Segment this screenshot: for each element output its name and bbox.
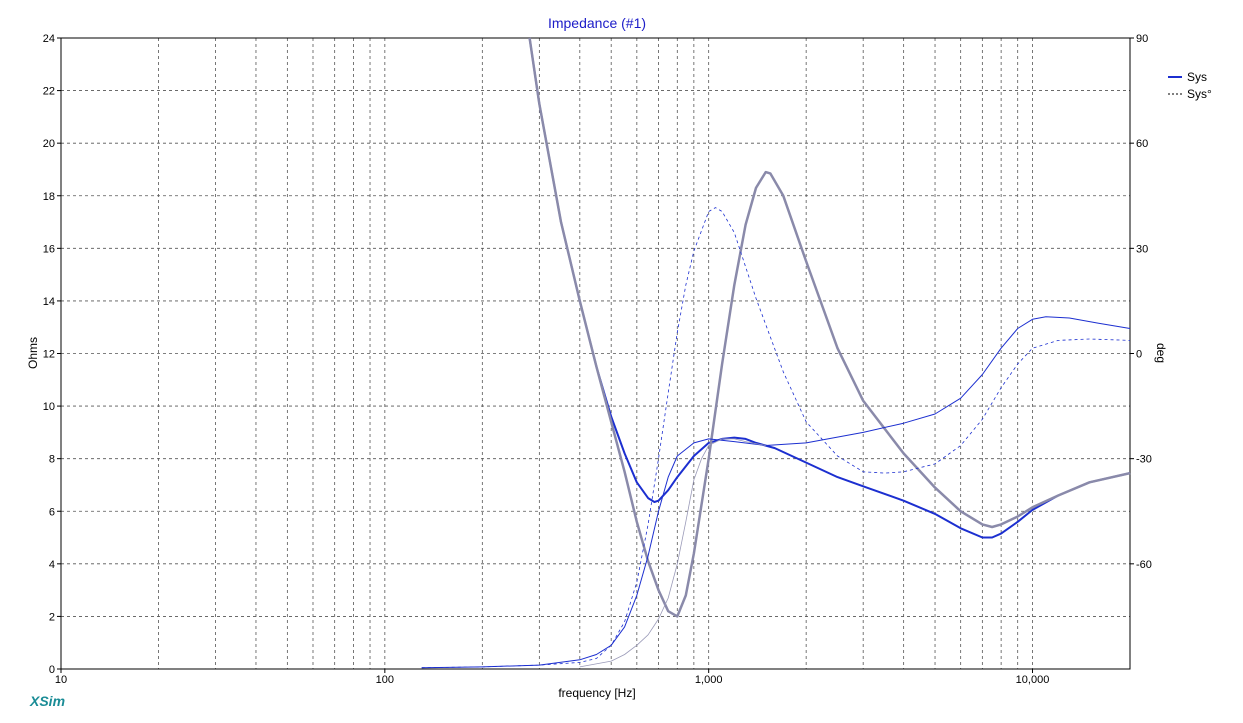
y-tick-label: 12: [43, 349, 55, 361]
legend-label: Sys: [1187, 70, 1207, 84]
y2-tick-label: 60: [1136, 138, 1148, 150]
series-line-1: [528, 37, 1131, 539]
y2-tick-label: 90: [1136, 33, 1148, 45]
series-line-2: [528, 37, 1131, 618]
y-tick-label: 6: [49, 506, 55, 518]
y2-tick-label: 30: [1136, 243, 1148, 255]
series-line-4: [421, 207, 1131, 669]
y-tick-label: 22: [43, 86, 55, 98]
y2-tick-label: 0: [1136, 349, 1142, 361]
x-axis-ticks: 10 100 1,000 10,000: [55, 669, 1049, 686]
legend: Sys Sys°: [1168, 70, 1212, 101]
grid-lines: [61, 38, 1130, 669]
chart-title: Impedance (#1): [548, 15, 646, 31]
y-tick-label: 8: [49, 454, 55, 466]
y-tick-label: 4: [49, 559, 55, 571]
x-tick-label: 1,000: [695, 674, 723, 686]
x-tick-label: 10: [55, 674, 67, 686]
series-line-5: [579, 438, 766, 668]
y-tick-label: 14: [43, 296, 55, 308]
legend-label: Sys°: [1187, 87, 1212, 101]
x-axis-label: frequency [Hz]: [558, 686, 635, 700]
y-tick-label: 18: [43, 191, 55, 203]
y2-tick-label: -60: [1136, 559, 1152, 571]
y2-axis-label: deg: [1154, 343, 1168, 363]
y-tick-label: 10: [43, 401, 55, 413]
y-tick-label: 20: [43, 138, 55, 150]
series-layer: [421, 37, 1131, 669]
y-tick-label: 24: [43, 33, 55, 45]
y2-tick-label: -30: [1136, 454, 1152, 466]
xsim-logo: XSim: [29, 693, 65, 709]
y-tick-label: 2: [49, 611, 55, 623]
series-line-3: [421, 316, 1131, 669]
right-axis-ticks: -60 -30 0 30 60 90: [1130, 33, 1152, 571]
x-tick-label: 100: [376, 674, 394, 686]
y-axis-label: Ohms: [26, 337, 40, 369]
y-tick-label: 0: [49, 664, 55, 676]
y-tick-label: 16: [43, 243, 55, 255]
x-tick-label: 10,000: [1016, 674, 1050, 686]
